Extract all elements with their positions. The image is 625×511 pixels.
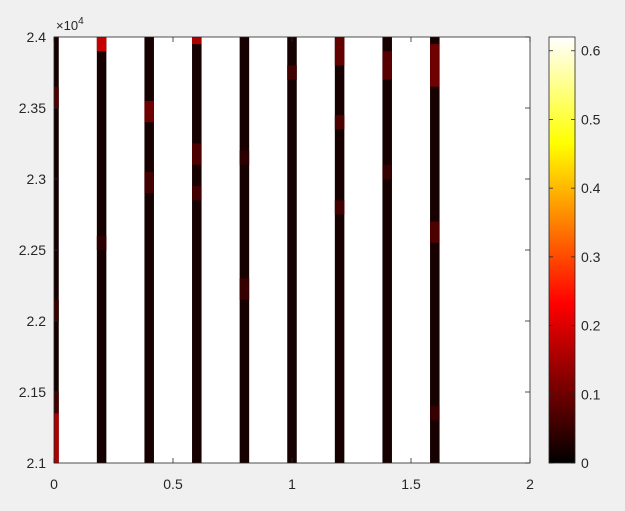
colorbar-tick-label: 0.6: [581, 43, 601, 59]
x-tick-label: 0.5: [163, 476, 183, 492]
heatmap-column-8: [430, 37, 440, 463]
colorbar-tick-label: 0: [581, 455, 589, 471]
heatmap-cell-6-1: [334, 115, 345, 130]
heatmap-cell-3-1: [192, 143, 202, 165]
y-axis: 2.1 2.15 2.2 2.25 2.3 2.35 2.4: [19, 29, 530, 471]
x-axis: 0 0.5 1 1.5 2: [50, 37, 534, 492]
heatmap-column-7: [382, 37, 392, 463]
y-tick-label: 2.2: [27, 313, 47, 329]
heatmap-cell-3-0: [192, 37, 202, 45]
heatmap-cell-2-1: [144, 171, 154, 194]
colorbar-tick-label: 0.4: [581, 180, 601, 196]
y-exponent-label: ×104: [56, 16, 84, 33]
y-tick-label: 2.3: [27, 171, 47, 187]
heatmap-column-5: [287, 37, 297, 463]
heatmap-cell-4-0: [239, 278, 250, 300]
x-tick-label: 0: [50, 476, 58, 492]
y-tick-label: 2.1: [27, 455, 47, 471]
heatmap-cell-3-2: [192, 186, 202, 201]
heatmap-cell-8-0: [430, 44, 440, 87]
heatmap-cell-7-0: [382, 51, 392, 80]
heatmap-cell-5-0: [287, 65, 297, 80]
heatmap-cell-2-0: [144, 100, 154, 123]
y-tick-label: 2.25: [19, 242, 46, 258]
heatmap-cell-0-3: [54, 86, 59, 108]
heatmap-cell-8-1: [430, 221, 440, 243]
x-tick-label: 2: [526, 476, 534, 492]
heatmap-cell-0-0: [54, 413, 59, 463]
colorbar-tick-label: 0.1: [581, 386, 601, 402]
colorbar: [548, 36, 576, 464]
y-tick-label: 2.4: [27, 29, 47, 45]
colorbar-ticks: 0 0.1 0.2 0.3 0.4 0.5 0.6: [549, 43, 601, 471]
heatmap-column-4: [239, 37, 250, 463]
heatmap-cell-8-2: [430, 406, 440, 421]
heatmap-column-3: [192, 37, 202, 463]
heatmap-cell-4-1: [239, 150, 250, 165]
heatmap-cell-6-0: [334, 37, 345, 66]
y-tick-label: 2.35: [19, 100, 46, 116]
heatmap-cell-7-1: [382, 164, 392, 179]
heatmap-cell-0-2: [54, 299, 59, 321]
y-tick-label: 2.15: [19, 384, 46, 400]
heatmap-cell-1-1: [96, 235, 107, 250]
heatmap-cell-6-2: [334, 200, 345, 215]
x-tick-label: 1: [288, 476, 296, 492]
heatmap-column-6: [334, 37, 345, 463]
colorbar-tick-label: 0.3: [581, 249, 601, 265]
heatmap-cell-0-1: [54, 392, 59, 414]
heatmap-cell-1-0: [96, 37, 107, 52]
x-tick-label: 1.5: [401, 476, 421, 492]
colorbar-tick-label: 0.5: [581, 111, 601, 127]
colorbar-tick-label: 0.2: [581, 318, 601, 334]
heatmap-column-2: [144, 37, 154, 463]
